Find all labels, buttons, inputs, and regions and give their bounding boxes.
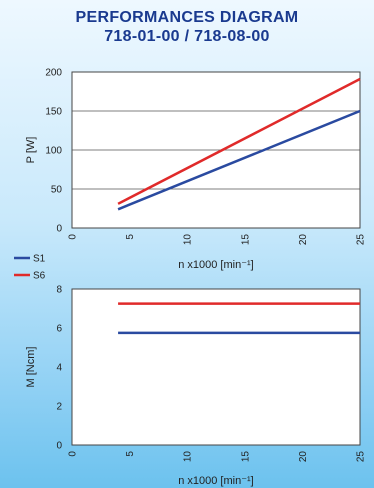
legend-label-s1: S1 [33, 254, 46, 265]
x-tick-label: 20 [298, 451, 309, 463]
y-axis-label: P [W] [25, 137, 37, 164]
y-tick-label: 50 [51, 185, 63, 196]
series-line-s1 [117, 109, 361, 211]
x-tick-label: 0 [68, 451, 79, 457]
y-tick-label: 100 [45, 146, 62, 157]
y-tick-label: 150 [45, 107, 62, 118]
series-line-s6 [117, 77, 361, 205]
x-tick-label: 15 [240, 451, 251, 463]
chart-title: PERFORMANCES DIAGRAM [75, 9, 299, 26]
y-tick-label: 8 [56, 285, 62, 296]
plot-area-2 [71, 288, 361, 446]
x-tick-label: 15 [240, 234, 251, 246]
y-tick-label: 4 [56, 363, 62, 374]
x-tick-label: 10 [183, 451, 194, 463]
x-tick-label: 25 [356, 451, 367, 463]
x-tick-label: 5 [125, 234, 136, 240]
x-tick-label: 10 [183, 234, 194, 246]
x-axis-label: n x1000 [min⁻¹] [178, 475, 254, 487]
x-axis-label: n x1000 [min⁻¹] [178, 259, 254, 271]
legend-label-s6: S6 [33, 271, 46, 282]
y-tick-label: 2 [56, 402, 62, 413]
y-tick-label: 0 [56, 224, 62, 235]
chart-subtitle: 718-01-00 / 718-08-00 [104, 28, 270, 45]
x-tick-label: 25 [356, 234, 367, 246]
x-tick-label: 0 [68, 234, 79, 240]
y-tick-label: 6 [56, 324, 62, 335]
y-tick-label: 200 [45, 68, 62, 79]
y-tick-label: 0 [56, 441, 62, 452]
x-tick-label: 5 [125, 451, 136, 457]
x-tick-label: 20 [298, 234, 309, 246]
y-axis-label: M [Ncm] [25, 347, 37, 388]
